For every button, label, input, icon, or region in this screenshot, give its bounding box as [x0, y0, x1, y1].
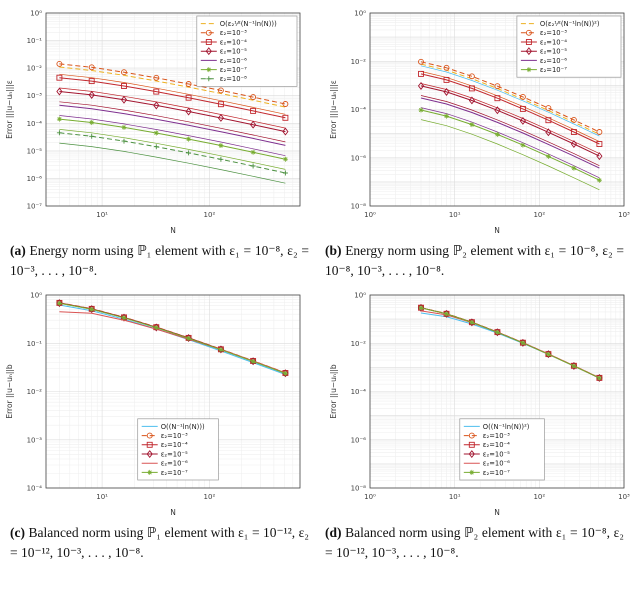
svg-text:10⁻⁵: 10⁻⁵	[27, 147, 43, 155]
chart-balanced-norm-p2: 10⁰ 10¹ 10² 10³ 10⁰ 10⁻² 10⁻⁴ 10⁻⁶ 10⁻⁸ N Error ||…	[329, 291, 630, 517]
svg-text:10⁰: 10⁰	[354, 10, 366, 18]
svg-text:Error ||u−uₙ||b: Error ||u−uₙ||b	[329, 364, 338, 419]
svg-text:ε₂=10⁻³: ε₂=10⁻³	[540, 29, 567, 37]
svg-text:10⁻⁴: 10⁻⁴	[27, 484, 43, 492]
caption-b-text: Energy norm using ℙ₂ element with ε₁ = 1…	[325, 243, 625, 279]
svg-text:10¹: 10¹	[96, 211, 108, 219]
svg-text:10²: 10²	[533, 211, 545, 219]
svg-text:ε₂=10⁻⁵: ε₂=10⁻⁵	[540, 48, 567, 56]
svg-text:10¹: 10¹	[449, 493, 461, 501]
svg-text:ε₂=10⁻⁶: ε₂=10⁻⁶	[483, 459, 510, 467]
svg-text:10³: 10³	[618, 493, 630, 501]
caption-c-text: Balanced norm using ℙ₁ element with ε₁ =…	[10, 524, 309, 560]
svg-text:ε₂=10⁻⁶: ε₂=10⁻⁶	[220, 57, 247, 65]
svg-text:10²: 10²	[204, 211, 216, 219]
svg-text:10⁻⁴: 10⁻⁴	[351, 106, 367, 114]
svg-text:N: N	[494, 226, 500, 235]
chart-energy-norm-p2: 10⁰ 10¹ 10² 10³ 10⁰ 10⁻² 10⁻⁴ 10⁻⁶ 10⁻⁸ N Error ||…	[329, 10, 630, 236]
svg-text:10²: 10²	[533, 493, 545, 501]
svg-text:10⁻²: 10⁻²	[27, 65, 43, 73]
svg-text:ε₂=10⁻³: ε₂=10⁻³	[220, 29, 247, 37]
svg-text:10⁻⁶: 10⁻⁶	[27, 175, 43, 183]
svg-text:10⁻¹: 10⁻¹	[27, 37, 43, 45]
svg-text:10⁻³: 10⁻³	[27, 436, 43, 444]
svg-text:Error |||u−uₙ|||ε: Error |||u−uₙ|||ε	[329, 80, 338, 139]
svg-text:ε₂=10⁻⁴: ε₂=10⁻⁴	[540, 38, 567, 46]
caption-d: (d) Balanced norm using ℙ₂ element with …	[325, 523, 624, 564]
chart-energy-norm-p1: 10¹ 10² 10⁰ 10⁻¹ 10⁻² 10⁻³ 10⁻⁴ 10⁻⁵ 10⁻⁶ 10⁻⁷ N Er…	[5, 10, 301, 235]
svg-text:ε₂=10⁻⁵: ε₂=10⁻⁵	[220, 48, 247, 56]
svg-text:10⁻⁸: 10⁻⁸	[351, 203, 367, 211]
bottom-captions-row: (c) Balanced norm using ℙ₁ element with …	[2, 518, 632, 570]
svg-text:10³: 10³	[618, 211, 630, 219]
svg-text:ε₂=10⁻⁵: ε₂=10⁻⁵	[483, 450, 510, 458]
svg-text:10⁻³: 10⁻³	[27, 92, 43, 100]
svg-text:10⁰: 10⁰	[30, 10, 42, 18]
svg-text:Error ||u−uₙ||b: Error ||u−uₙ||b	[5, 364, 14, 419]
svg-text:O(ε₂¹⁄²(N⁻¹ln(N))²): O(ε₂¹⁄²(N⁻¹ln(N))²)	[540, 20, 600, 28]
svg-text:10⁻⁴: 10⁻⁴	[351, 388, 367, 396]
caption-d-tag: (d)	[325, 524, 342, 540]
svg-text:N: N	[170, 226, 176, 235]
svg-text:ε₂=10⁻⁴: ε₂=10⁻⁴	[161, 441, 188, 449]
svg-text:10²: 10²	[204, 493, 216, 501]
svg-text:10⁻⁷: 10⁻⁷	[27, 203, 43, 211]
svg-text:ε₂=10⁻⁷: ε₂=10⁻⁷	[220, 66, 247, 74]
svg-text:ε₂=10⁻³: ε₂=10⁻³	[161, 432, 188, 440]
svg-text:ε₂=10⁻⁴: ε₂=10⁻⁴	[220, 38, 247, 46]
caption-d-text: Balanced norm using ℙ₂ element with ε₁ =…	[325, 524, 624, 560]
svg-text:N: N	[494, 508, 500, 517]
caption-c: (c) Balanced norm using ℙ₁ element with …	[10, 523, 309, 564]
svg-text:ε₂=10⁻⁸: ε₂=10⁻⁸	[220, 75, 247, 83]
svg-text:ε₂=10⁻⁷: ε₂=10⁻⁷	[540, 66, 567, 74]
svg-text:10⁻⁶: 10⁻⁶	[351, 154, 367, 162]
svg-text:10⁰: 10⁰	[364, 493, 376, 501]
svg-text:Error |||u−uₙ|||ε: Error |||u−uₙ|||ε	[5, 80, 14, 139]
svg-text:ε₂=10⁻⁶: ε₂=10⁻⁶	[540, 57, 567, 65]
svg-text:10⁻²: 10⁻²	[351, 58, 367, 66]
svg-text:O((N⁻¹ln(N))²): O((N⁻¹ln(N))²)	[483, 422, 530, 430]
svg-text:O((N⁻¹ln(N))): O((N⁻¹ln(N)))	[161, 422, 205, 430]
caption-a-text: Energy norm using ℙ₁ element with ε₁ = 1…	[10, 243, 310, 279]
svg-text:ε₂=10⁻⁶: ε₂=10⁻⁶	[161, 459, 188, 467]
svg-text:O(ε₂¹⁄²(N⁻¹ln(N))): O(ε₂¹⁄²(N⁻¹ln(N)))	[220, 20, 277, 28]
bottom-charts-row: 10¹ 10² 10⁰ 10⁻¹ 10⁻² 10⁻³ 10⁻⁴ N Error ||u−uₙ||…	[2, 288, 632, 518]
svg-text:10⁻²: 10⁻²	[27, 388, 43, 396]
caption-b: (b) Energy norm using ℙ₂ element with ε₁…	[325, 241, 624, 282]
svg-text:10⁻⁸: 10⁻⁸	[351, 484, 367, 492]
svg-text:10⁰: 10⁰	[30, 291, 42, 299]
svg-text:N: N	[170, 508, 176, 517]
svg-text:ε₂=10⁻⁷: ε₂=10⁻⁷	[161, 468, 188, 476]
caption-a: (a) Energy norm using ℙ₁ element with ε₁…	[10, 241, 309, 282]
svg-text:10⁻⁴: 10⁻⁴	[27, 120, 43, 128]
svg-text:ε₂=10⁻³: ε₂=10⁻³	[483, 432, 510, 440]
svg-text:10⁻⁶: 10⁻⁶	[351, 436, 367, 444]
top-captions-row: (a) Energy norm using ℙ₁ element with ε₁…	[2, 236, 632, 288]
svg-text:ε₂=10⁻⁷: ε₂=10⁻⁷	[483, 468, 510, 476]
svg-text:ε₂=10⁻⁴: ε₂=10⁻⁴	[483, 441, 510, 449]
svg-text:10⁻²: 10⁻²	[351, 339, 367, 347]
svg-text:10⁻¹: 10⁻¹	[27, 339, 43, 347]
caption-b-tag: (b)	[325, 243, 342, 258]
svg-text:10¹: 10¹	[449, 211, 461, 219]
svg-text:10⁰: 10⁰	[364, 211, 376, 219]
caption-a-tag: (a)	[10, 243, 26, 258]
svg-text:10⁰: 10⁰	[354, 291, 366, 299]
top-charts-row: 10¹ 10² 10⁰ 10⁻¹ 10⁻² 10⁻³ 10⁻⁴ 10⁻⁵ 10⁻⁶ 10⁻⁷ N Er…	[2, 6, 632, 236]
chart-balanced-norm-p1: 10¹ 10² 10⁰ 10⁻¹ 10⁻² 10⁻³ 10⁻⁴ N Error ||u−uₙ||…	[5, 291, 301, 517]
svg-text:ε₂=10⁻⁵: ε₂=10⁻⁵	[161, 450, 188, 458]
caption-c-tag: (c)	[10, 524, 25, 540]
svg-text:10¹: 10¹	[96, 493, 108, 501]
